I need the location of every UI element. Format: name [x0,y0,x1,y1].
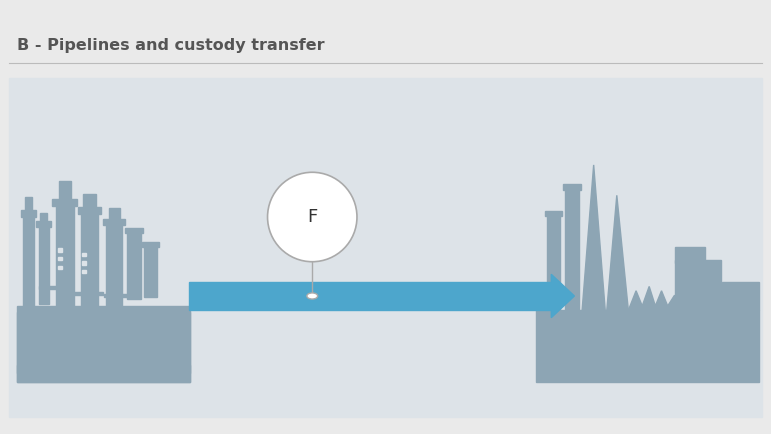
Text: B - Pipelines and custody transfer: B - Pipelines and custody transfer [17,38,325,53]
Bar [59,181,71,199]
Bar [545,211,562,216]
Bar [17,306,190,382]
Bar [25,197,32,210]
Bar [722,282,759,310]
Bar [189,282,551,310]
Bar [58,248,62,252]
Bar [82,253,86,256]
Bar [106,224,122,306]
Bar [68,292,103,295]
Polygon shape [582,165,605,310]
Bar [144,245,157,297]
Bar [23,215,34,310]
Bar [17,312,190,373]
Bar [58,257,62,260]
Text: F: F [307,208,318,226]
Bar [565,189,579,310]
Bar [36,221,51,227]
Circle shape [60,328,86,342]
Bar [675,247,705,263]
Bar [82,261,86,265]
Polygon shape [607,195,628,310]
Ellipse shape [268,172,357,262]
Bar [39,286,60,289]
Bar [104,294,131,297]
Circle shape [31,323,62,341]
Bar [17,365,190,382]
Bar [82,270,86,273]
Bar [547,215,560,310]
Bar [78,207,101,214]
Bar [52,199,77,206]
Bar [536,310,759,382]
Bar [56,204,74,319]
Bar [142,242,159,247]
Polygon shape [551,274,574,318]
Bar [125,228,143,233]
Bar [103,219,125,225]
Bar [40,213,47,221]
Circle shape [307,293,318,299]
Bar [58,266,62,269]
Bar [127,232,141,299]
Bar [675,260,721,310]
Bar [109,208,120,219]
Bar [21,210,36,217]
Bar [81,213,98,315]
Bar [563,184,581,190]
Bar [9,78,762,417]
Polygon shape [628,286,675,310]
Bar [39,226,49,304]
Bar [83,194,96,207]
